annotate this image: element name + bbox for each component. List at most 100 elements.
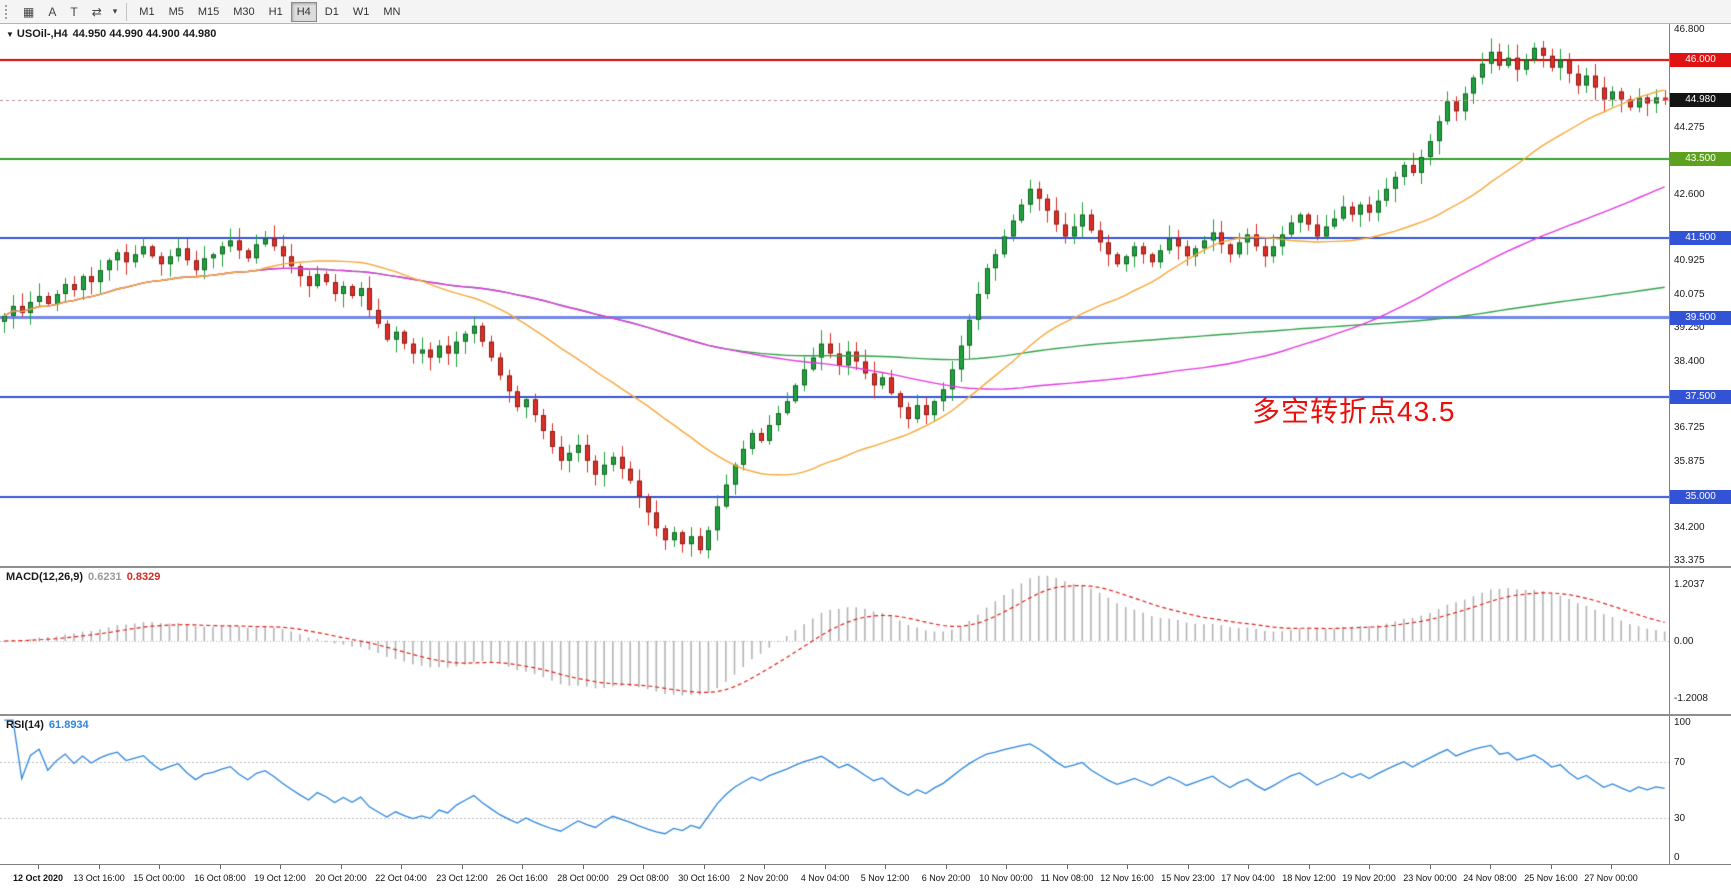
chart-toolbar: ▦ A T ⇄ ▾ M1 M5 M15 M30 H1 H4 D1 W1 MN [0,0,1731,24]
timeframe-m30-button[interactable]: M30 [233,5,255,18]
price-tick-label: 36.725 [1674,422,1705,434]
time-label: 19 Oct 12:00 [254,873,306,883]
time-label: 17 Nov 04:00 [1221,873,1275,883]
time-tick [99,865,100,869]
time-tick [341,865,342,869]
text-tool-icon[interactable]: T [70,4,78,19]
time-label: 12 Oct 2020 [12,873,64,883]
rsi-tick-label: 100 [1674,717,1691,728]
macd-name: MACD(12,26,9) [6,571,84,583]
price-tick-label: 34.200 [1674,522,1705,534]
time-tick [522,865,523,869]
annotation-tool-icon[interactable]: A [48,4,57,19]
time-label: 15 Oct 00:00 [133,873,185,883]
time-tick [462,865,463,869]
rsi-indicator-label: RSI(14) 61.8934 [6,719,94,731]
time-label: 5 Nov 12:00 [860,873,910,883]
timeframe-m5-button[interactable]: M5 [168,5,184,18]
price-badge: 44.980 [1670,93,1731,108]
rsi-panel[interactable]: RSI(14) 61.8934 [0,716,1669,864]
time-label: 15 Nov 23:00 [1161,873,1215,883]
time-tick [1309,865,1310,869]
rsi-value: 61.8934 [48,719,89,731]
price-badge: 37.500 [1670,390,1731,405]
time-tick [1369,865,1370,869]
symbol-timeframe-label: USOil-,H4 [16,28,68,40]
timeframe-w1-button[interactable]: W1 [352,5,370,18]
price-tick-label: 42.600 [1674,188,1705,200]
macd-panel[interactable]: MACD(12,26,9) 0.6231 0.8329 [0,568,1669,714]
rsi-tick-label: 30 [1674,813,1686,824]
price-badge: 43.500 [1670,152,1731,166]
timeframe-m1-button[interactable]: M1 [139,5,155,18]
panel-divider[interactable] [0,566,1731,568]
time-label: 23 Nov 00:00 [1403,873,1457,883]
panel-divider[interactable] [0,714,1731,716]
time-label: 23 Oct 12:00 [436,873,488,883]
ohlc-values: 44.950 44.990 44.900 44.980 [72,28,217,40]
timeframe-mn-button[interactable]: MN [383,5,401,18]
macd-tick-label: -1.2008 [1674,692,1708,704]
time-tick [1006,865,1007,869]
rsi-chart-canvas[interactable] [0,716,1669,864]
chart-annotation-text[interactable]: 多空转折点43.5 [1252,396,1456,427]
toolbar-separator [126,2,128,21]
time-label: 16 Oct 08:00 [194,873,246,883]
time-tick [885,865,886,869]
toolbar-grip[interactable] [5,4,11,19]
time-label: 19 Nov 20:00 [1342,873,1396,883]
price-badge: 46.000 [1670,52,1731,67]
time-tick [1127,865,1128,869]
chart-window-icon[interactable]: ▦ [23,4,35,19]
time-label: 20 Oct 20:00 [315,873,367,883]
time-tick [220,865,221,869]
timeframe-h1-button[interactable]: H1 [268,5,283,18]
time-tick [1611,865,1612,869]
price-tick-label: 33.375 [1674,555,1705,566]
rsi-name: RSI(14) [6,719,44,731]
symbol-dropdown-icon[interactable]: ▼ [6,30,14,39]
price-tick-label: 39.250 [1674,321,1705,333]
timeframe-d1-button[interactable]: D1 [324,5,339,18]
time-tick [764,865,765,869]
price-tick-label: 40.925 [1674,255,1705,267]
time-label: 29 Oct 08:00 [617,873,669,883]
time-tick [1067,865,1068,869]
price-axis[interactable]: 46.800 44.275 42.600 40.925 40.075 39.250 38.4… [1669,24,1731,566]
price-badge: 39.500 [1670,310,1731,325]
price-tick-label: 40.075 [1674,289,1705,300]
time-label: 13 Oct 16:00 [73,873,125,883]
time-label: 27 Nov 00:00 [1584,873,1638,883]
timeframe-h4-button[interactable]: H4 [290,1,317,22]
rsi-tick-label: 70 [1674,757,1686,768]
time-label: 26 Oct 16:00 [496,873,548,883]
time-tick [280,865,281,869]
candlestick-chart-canvas[interactable] [0,24,1669,566]
time-tick [38,865,39,869]
time-tick [583,865,584,869]
time-tick [1430,865,1431,869]
time-label: 25 Nov 16:00 [1524,873,1578,883]
cycle-symbol-icon[interactable]: ⇄ [91,4,102,19]
time-label: 22 Oct 04:00 [375,873,427,883]
time-tick [1490,865,1491,869]
macd-tick-label: 1.2037 [1674,579,1705,591]
price-badge: 35.000 [1670,489,1731,504]
time-tick [1551,865,1552,869]
time-label: 2 Nov 20:00 [739,873,789,883]
time-label: 4 Nov 04:00 [800,873,850,883]
time-label: 10 Nov 00:00 [979,873,1033,883]
main-chart-row: ▼ USOil-,H4 44.950 44.990 44.900 44.980 多空… [0,24,1731,566]
price-tick-label: 44.275 [1674,122,1705,134]
rsi-value-axis[interactable]: 100 70 30 0 [1669,716,1731,864]
time-axis[interactable]: 12 Oct 2020 13 Oct 16:00 15 Oct 00:00 16 Oc… [0,864,1731,893]
macd-chart-canvas[interactable] [0,568,1669,714]
macd-main-value: 0.6231 [88,571,122,583]
timeframe-m15-button[interactable]: M15 [197,5,220,18]
time-tick [159,865,160,869]
price-tick-label: 38.400 [1674,355,1705,367]
main-chart[interactable]: ▼ USOil-,H4 44.950 44.990 44.900 44.980 多空… [0,24,1669,566]
time-label: 28 Oct 00:00 [557,873,609,883]
macd-value-axis[interactable]: 1.2037 0.00 -1.2008 [1669,568,1731,714]
dropdown-caret-icon[interactable]: ▾ [112,6,118,16]
